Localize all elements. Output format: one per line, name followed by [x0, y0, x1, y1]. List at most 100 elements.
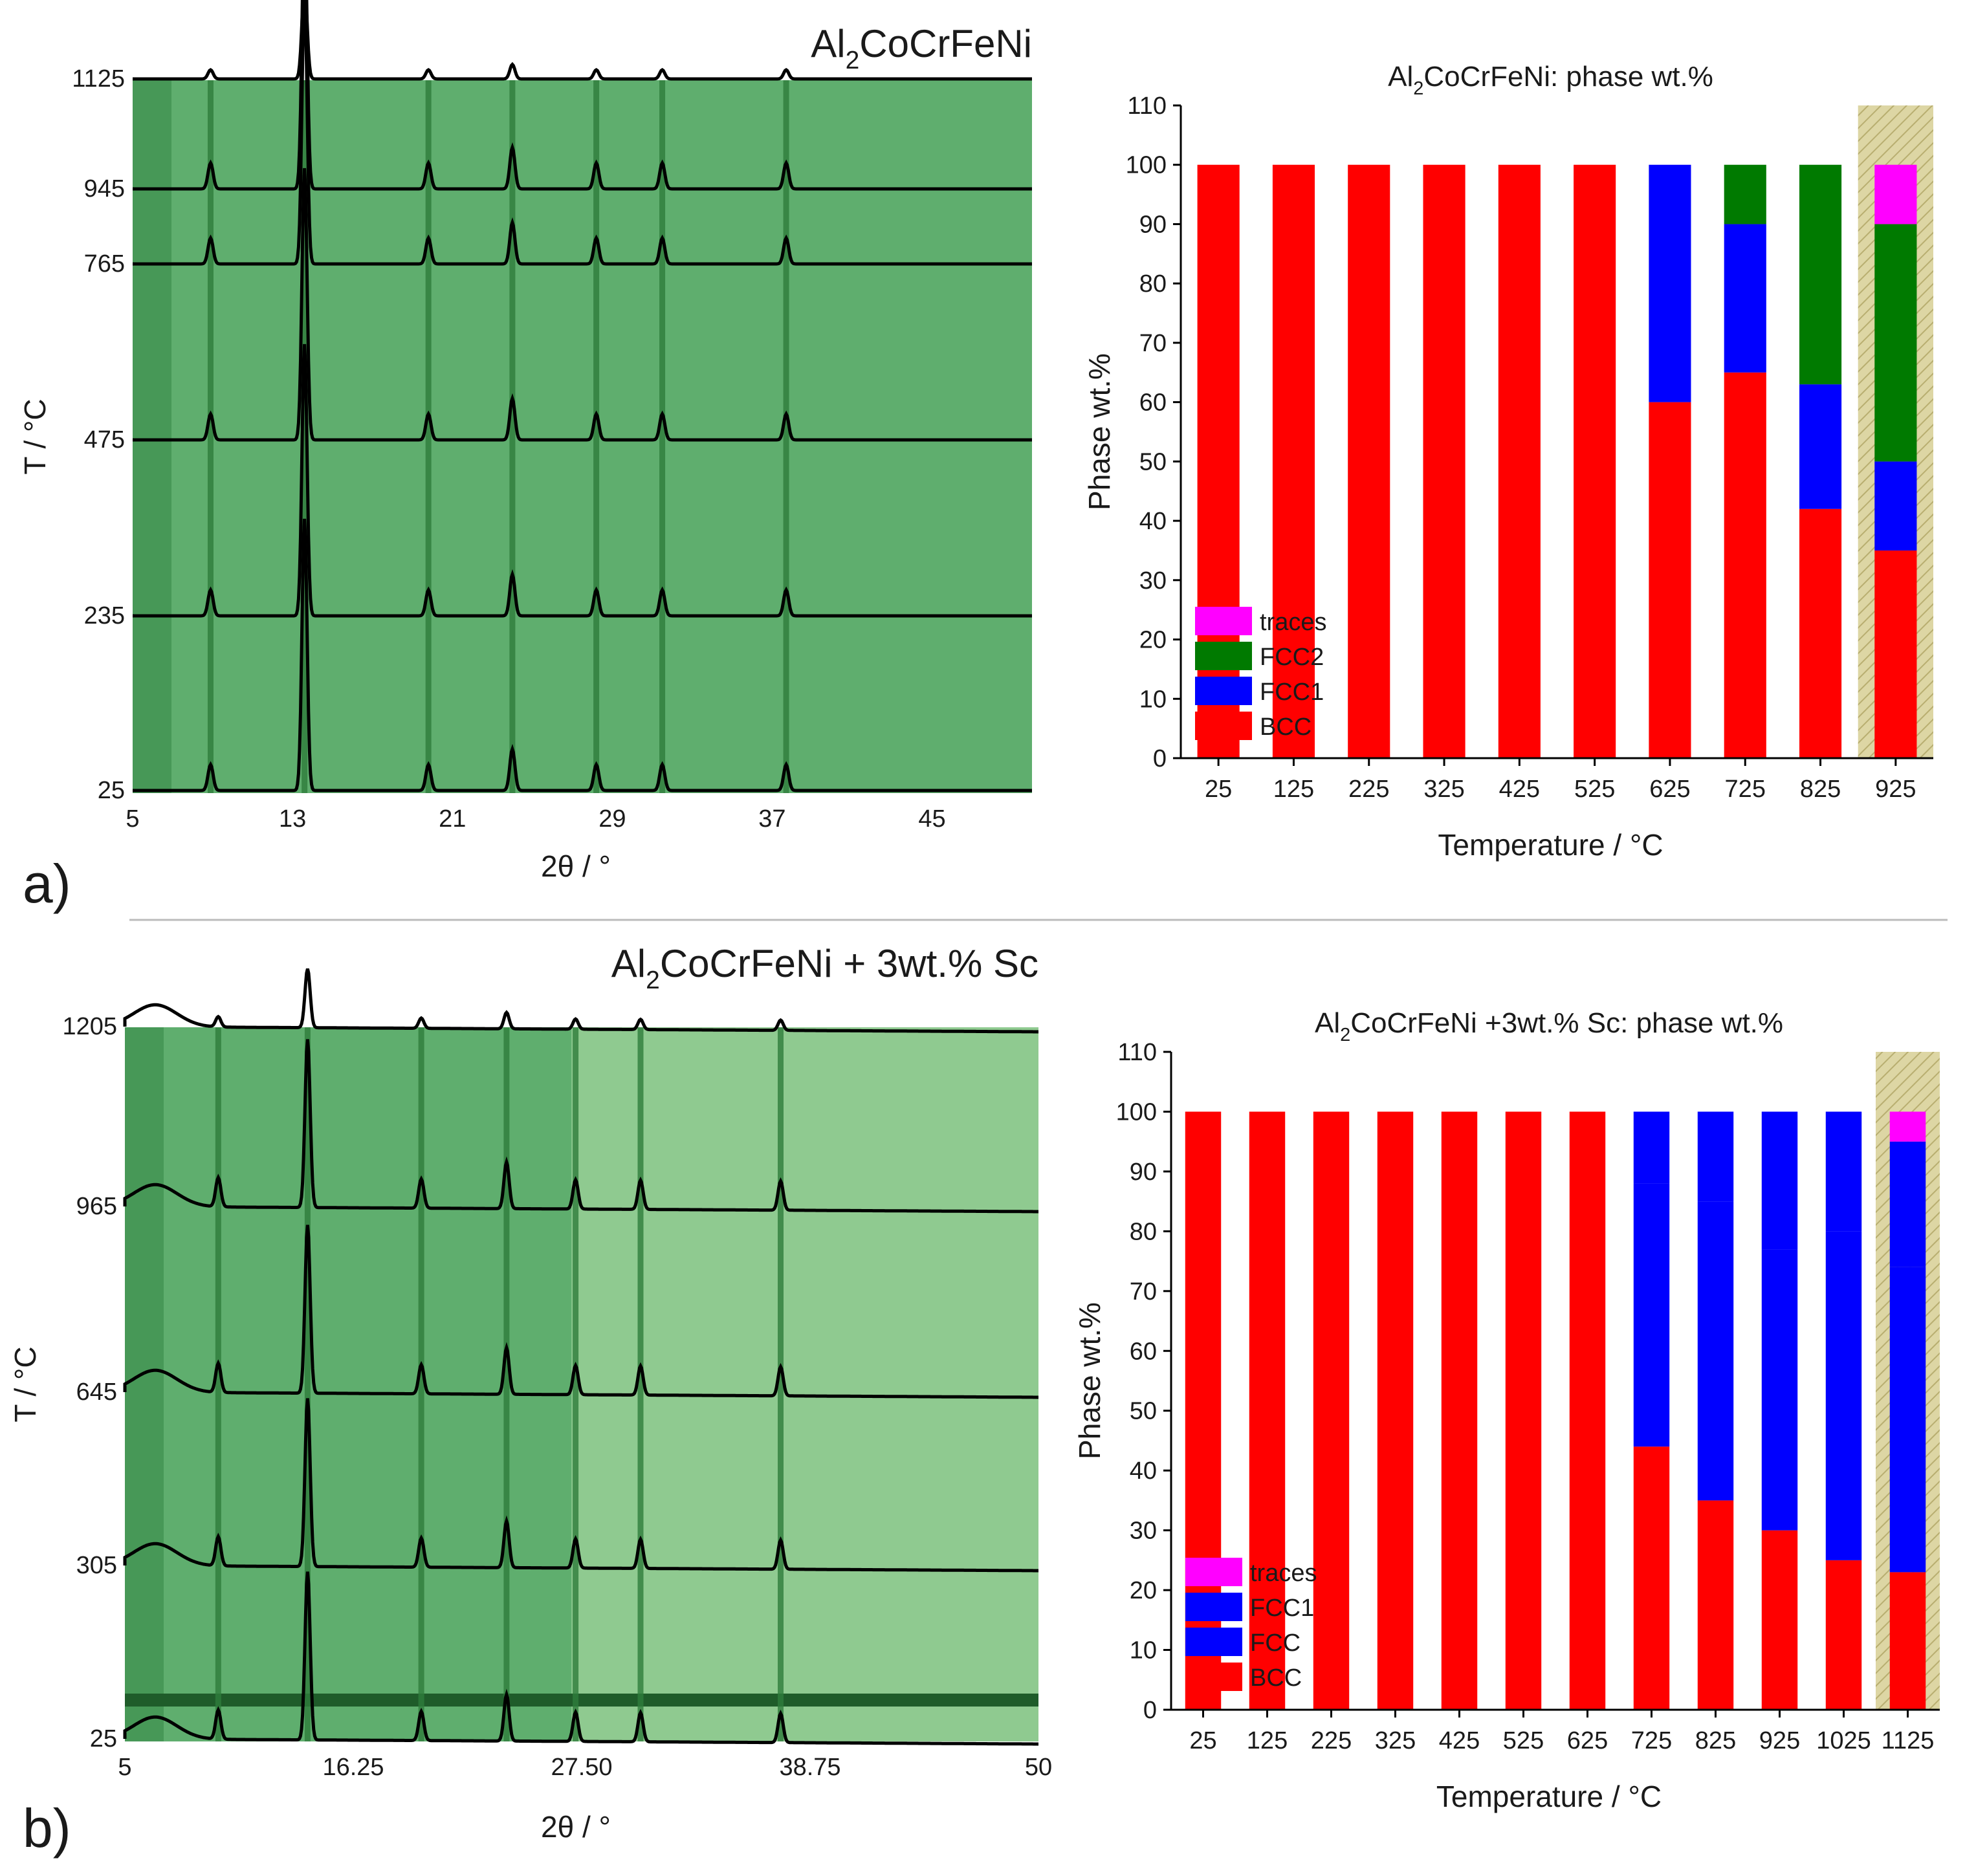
chart-title: Al2CoCrFeNi: phase wt.% [1388, 61, 1713, 99]
x-tick-label: 825 [1695, 1727, 1736, 1754]
x-tick-label: 825 [1800, 776, 1841, 803]
xrd-xtick-label: 5 [118, 1754, 131, 1781]
bar-segment-fcc1 [1874, 461, 1917, 551]
legend-label-traces: traces [1260, 609, 1326, 636]
x-tick-label: 725 [1631, 1727, 1672, 1754]
xrd-title: Al2CoCrFeNi [811, 22, 1032, 74]
bar-segment-bcc [1889, 1572, 1926, 1710]
y-tick-label: 110 [1127, 93, 1167, 120]
xrd-xtick-label: 38.75 [779, 1754, 840, 1781]
xrd-title: Al2CoCrFeNi + 3wt.% Sc [611, 942, 1038, 994]
bar-segment-fcc [1825, 1231, 1862, 1560]
xrd-ytick-label: 235 [84, 602, 125, 629]
bar-segment-bcc [1761, 1530, 1798, 1710]
bar-segment-traces [1889, 1111, 1926, 1142]
bar-segment-bcc [1574, 164, 1616, 758]
x-tick-label: 125 [1273, 776, 1314, 803]
x-tick-label: 1025 [1816, 1727, 1871, 1754]
y-tick-label: 0 [1153, 745, 1167, 772]
xrd-pattern-line [123, 1039, 1038, 1214]
bar-segment-bcc [1348, 164, 1390, 758]
x-tick-label: 25 [1205, 776, 1232, 803]
x-tick-label: 125 [1247, 1727, 1288, 1754]
xrd-ytick-label: 965 [76, 1193, 117, 1220]
xrd-ytick-label: 25 [90, 1725, 117, 1752]
xrd-pattern-line [133, 344, 1032, 618]
xrd-ytick-label: 645 [76, 1379, 117, 1406]
legend-label-bcc: BCC [1260, 714, 1312, 741]
y-tick-label: 110 [1117, 1039, 1157, 1066]
x-tick-label: 525 [1574, 776, 1615, 803]
x-tick-label: 425 [1439, 1727, 1480, 1754]
legend-swatch-traces [1185, 1558, 1242, 1586]
xrd-xtick-label: 45 [918, 805, 945, 833]
bar-segment-traces [1874, 164, 1917, 224]
xrd-pattern-line [133, 0, 1032, 266]
y-tick-label: 10 [1139, 686, 1167, 713]
panel-label-b: b) [23, 1798, 71, 1859]
y-tick-label: 30 [1130, 1518, 1157, 1545]
bar-segment-fcc1 [1825, 1111, 1862, 1232]
legend-swatch-fcc2 [1195, 642, 1252, 670]
y-tick-label: 60 [1130, 1338, 1157, 1365]
xrd-ytick-label: 25 [98, 777, 125, 804]
xrd-xtick-label: 16.25 [322, 1754, 384, 1781]
bar-segment-fcc2 [1874, 224, 1917, 462]
legend-label-bcc: BCC [1250, 1664, 1302, 1692]
xrd-ytick-label: 1125 [72, 65, 125, 93]
bar-segment-bcc [1825, 1560, 1862, 1710]
xrd-xtick-label: 5 [126, 805, 139, 833]
bar-segment-fcc1 [1649, 164, 1691, 402]
bar-segment-fcc1 [1697, 1111, 1734, 1202]
x-tick-label: 725 [1725, 776, 1766, 803]
bar-segment-fcc1 [1724, 224, 1766, 373]
bar-segment-bcc [1649, 402, 1691, 758]
y-tick-label: 40 [1130, 1457, 1157, 1485]
xrd-xtick-label: 29 [598, 805, 626, 833]
bar-panel-a-phase: 25 125 225 325 425 525 625 725 825 925 0 10 20 30 40 50… [1082, 61, 1933, 862]
bar-segment-bcc [1633, 1446, 1670, 1710]
xrd-panel-b-xrd: 25 305 645 965 1205 5 16.25 27.50 38.75 50 2θ / ° T… [8, 942, 1052, 1844]
y-tick-label: 90 [1130, 1159, 1157, 1186]
xrd-xtick-label: 13 [279, 805, 306, 833]
y-tick-label: 70 [1130, 1278, 1157, 1305]
x-tick-label: 1125 [1882, 1727, 1935, 1754]
legend-label-traces: traces [1250, 1560, 1317, 1587]
xrd-ytick-label: 475 [84, 426, 125, 453]
bar-segment-bcc [1569, 1111, 1606, 1710]
xrd-map-dark-band [125, 1694, 1038, 1707]
xrd-map-low-angle-band [125, 1027, 164, 1741]
xrd-ytick-label: 1205 [62, 1013, 117, 1040]
xrd-pattern-line [123, 968, 1038, 1034]
bar-segment-fcc [1761, 1249, 1798, 1531]
y-tick-label: 0 [1143, 1697, 1157, 1724]
y-tick-label: 100 [1126, 152, 1167, 179]
xrd-pattern-line [123, 1398, 1038, 1573]
xrd-pattern-line [133, 168, 1032, 442]
legend-label-fcc2: FCC2 [1260, 644, 1324, 671]
x-tick-label: 325 [1375, 1727, 1416, 1754]
y-axis-label: Phase wt.% [1082, 353, 1116, 510]
bar-segment-bcc [1874, 550, 1917, 758]
bar-segment-bcc [1498, 164, 1541, 758]
bar-segment-fcc1 [1633, 1111, 1670, 1184]
y-tick-label: 100 [1116, 1098, 1157, 1126]
x-tick-label: 425 [1499, 776, 1540, 803]
bar-segment-bcc [1724, 372, 1766, 758]
y-tick-label: 50 [1130, 1398, 1157, 1425]
xrd-xaxis-label: 2θ / ° [541, 849, 611, 883]
x-tick-label: 25 [1189, 1727, 1216, 1754]
bar-segment-fcc2 [1724, 164, 1766, 224]
bar-segment-bcc [1423, 164, 1466, 758]
bar-segment-bcc [1799, 508, 1842, 758]
xrd-xtick-label: 37 [758, 805, 785, 833]
x-tick-label: 625 [1567, 1727, 1608, 1754]
xrd-ytick-label: 305 [76, 1552, 117, 1579]
xrd-yaxis-label: T / °C [18, 398, 52, 474]
y-tick-label: 40 [1139, 508, 1167, 535]
x-axis-label: Temperature / °C [1438, 828, 1663, 862]
xrd-ytick-label: 945 [84, 175, 125, 202]
y-axis-label: Phase wt.% [1073, 1302, 1106, 1459]
xrd-xaxis-label: 2θ / ° [541, 1810, 611, 1844]
